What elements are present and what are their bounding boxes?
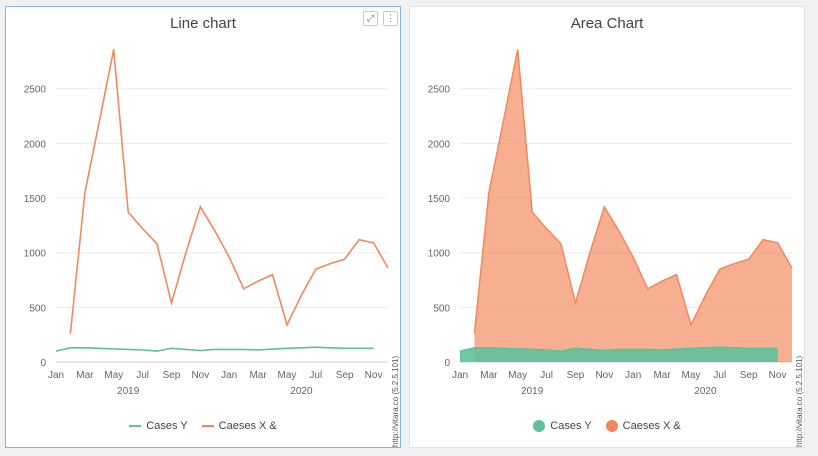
x-tick-label: May <box>104 370 123 381</box>
menu-icon[interactable]: ⋮ <box>383 11 398 26</box>
line-chart-panel: Line chart ⤢ ⋮ 0 500 1000 1500 2000 2500 Jan Ma… <box>5 6 401 448</box>
x-tick-label: Sep <box>740 370 758 381</box>
y-tick-label: 1000 <box>428 249 451 260</box>
legend: Cases Y Caeses X & <box>410 420 804 432</box>
series-area-cases-y <box>460 347 778 362</box>
y-tick-label: 0 <box>40 358 46 369</box>
series-line-caeses-x <box>69 49 389 334</box>
x-tick-label: Nov <box>191 370 209 381</box>
x-tick-label: Jan <box>221 370 237 381</box>
line-chart-plot: 0 500 1000 1500 2000 2500 Jan Mar May Jul Sep Nov Ja… <box>24 49 389 397</box>
legend-item-caeses-x[interactable]: Caeses X & <box>201 420 277 432</box>
x-tick-label: Nov <box>365 370 383 381</box>
x-tick-label: Sep <box>163 370 181 381</box>
y-tick-label: 1500 <box>428 194 451 205</box>
series-line-caeses-x <box>473 49 793 334</box>
x-tick-label: Jul <box>136 370 149 381</box>
y-tick-label: 500 <box>433 303 450 314</box>
x-tick-label: Jul <box>713 370 726 381</box>
legend-item-caeses-x[interactable]: Caeses X & <box>605 420 681 432</box>
x-tick-label: Sep <box>336 370 354 381</box>
credit-text: http://vitara.co (5.2.5.101) <box>795 355 804 447</box>
legend-swatch <box>201 425 214 427</box>
legend-swatch <box>533 420 546 432</box>
x-tick-label: Mar <box>249 370 267 381</box>
x-tick-label: Mar <box>653 370 671 381</box>
x-tick-label: Mar <box>480 370 498 381</box>
x-year-label: 2019 <box>117 386 140 397</box>
y-tick-label: 500 <box>29 303 46 314</box>
chart-title: Area Chart <box>570 15 644 32</box>
legend-item-cases-y[interactable]: Cases Y <box>533 420 592 432</box>
series-line-cases-y <box>459 346 778 352</box>
legend: Cases Y Caeses X & <box>6 420 400 432</box>
x-year-label: 2019 <box>521 386 544 397</box>
x-tick-label: Jan <box>625 370 641 381</box>
y-tick-label: 2000 <box>428 139 451 150</box>
x-tick-label: May <box>508 370 527 381</box>
y-tick-label: 0 <box>444 358 450 369</box>
x-tick-label: Jan <box>452 370 468 381</box>
x-tick-label: Jul <box>540 370 553 381</box>
legend-label: Cases Y <box>550 420 592 432</box>
y-tick-label: 2000 <box>24 139 47 150</box>
legend-swatch <box>129 425 142 427</box>
y-tick-label: 1500 <box>24 194 47 205</box>
expand-icon[interactable]: ⤢ <box>363 11 378 26</box>
x-year-label: 2020 <box>694 386 717 397</box>
x-tick-label: May <box>278 370 297 381</box>
x-tick-label: Jul <box>309 370 322 381</box>
x-tick-label: Nov <box>595 370 613 381</box>
legend-swatch <box>605 420 618 432</box>
x-tick-label: Mar <box>76 370 94 381</box>
x-tick-label: Jan <box>48 370 64 381</box>
y-tick-label: 2500 <box>428 85 451 96</box>
legend-label: Cases Y <box>146 420 188 432</box>
x-tick-label: Nov <box>769 370 787 381</box>
x-tick-label: May <box>682 370 701 381</box>
legend-label: Caeses X & <box>218 420 277 432</box>
series-area-caeses-x <box>474 49 792 363</box>
credit-text: http://vitara.co (5.2.5.101) <box>391 355 400 447</box>
chart-title: Line chart <box>170 15 236 32</box>
x-tick-label: Sep <box>567 370 585 381</box>
area-chart-plot: 0 500 1000 1500 2000 2500 Jan Mar May Jul Sep Nov Ja… <box>428 49 793 397</box>
area-chart-panel: Area Chart 0 500 1000 1500 2000 2500 Jan Mar May… <box>409 6 805 448</box>
x-year-label: 2020 <box>290 386 313 397</box>
legend-label: Caeses X & <box>622 420 681 432</box>
series-line-cases-y <box>55 346 374 352</box>
legend-item-cases-y[interactable]: Cases Y <box>129 420 188 432</box>
y-tick-label: 2500 <box>24 85 47 96</box>
y-tick-label: 1000 <box>24 249 47 260</box>
